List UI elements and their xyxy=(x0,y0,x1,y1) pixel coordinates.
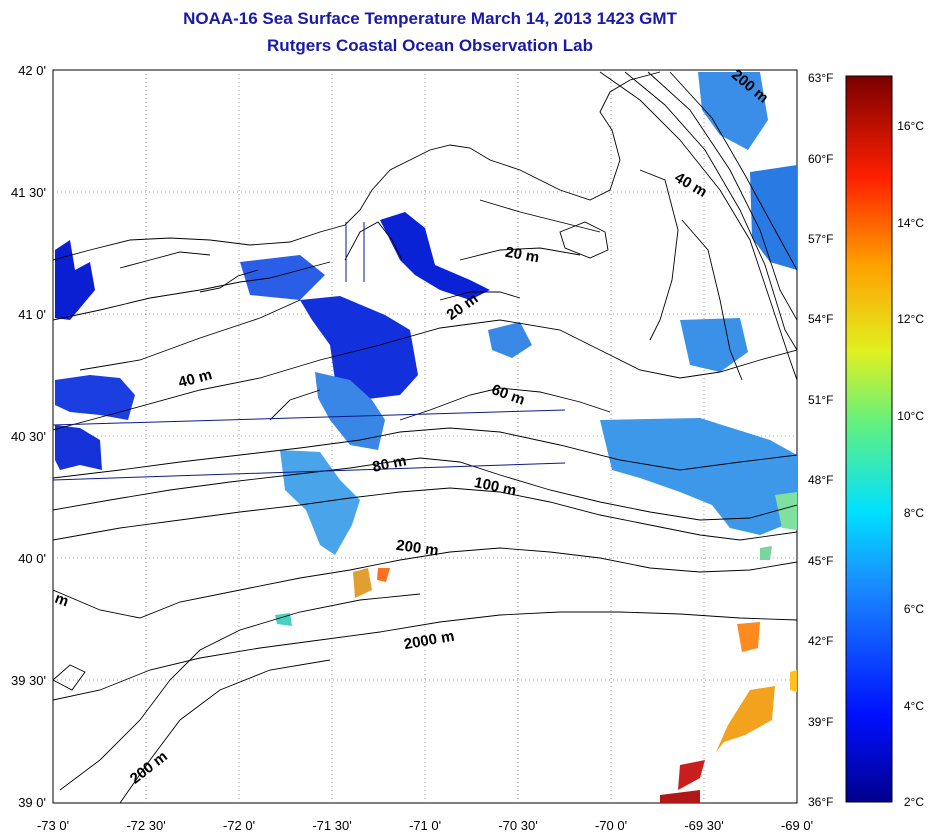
bathymetry-contours xyxy=(53,71,797,803)
sst-data xyxy=(55,72,797,803)
lon-tick-label: -72 30' xyxy=(126,818,165,833)
fahrenheit-label: 45°F xyxy=(808,554,833,568)
fahrenheit-label: 36°F xyxy=(808,795,833,809)
lat-tick-label: 40 0' xyxy=(18,551,46,566)
lon-tick-label: -69 0' xyxy=(781,818,813,833)
fahrenheit-label: 63°F xyxy=(808,71,833,85)
graticule xyxy=(53,70,797,803)
contour-label: m xyxy=(53,590,71,611)
lon-tick-label: -71 30' xyxy=(312,818,351,833)
lon-tick-label: -73 0' xyxy=(37,818,69,833)
lon-tick-label: -70 0' xyxy=(595,818,627,833)
transect-lines xyxy=(53,222,566,481)
latitude-axis: 42 0' 41 30' 41 0' 40 30' 40 0' 39 30' 3… xyxy=(11,63,46,810)
map-title: NOAA-16 Sea Surface Temperature March 14… xyxy=(183,9,677,28)
fahrenheit-label: 57°F xyxy=(808,232,833,246)
celsius-label: 6°C xyxy=(904,602,924,616)
celsius-label: 16°C xyxy=(897,119,924,133)
contour-label: 200 m xyxy=(395,537,439,560)
fahrenheit-label: 39°F xyxy=(808,715,833,729)
colorbar-fahrenheit-labels: 63°F 60°F 57°F 54°F 51°F 48°F 45°F 42°F … xyxy=(808,71,833,809)
lat-tick-label: 41 0' xyxy=(18,307,46,322)
contour-label: 20 m xyxy=(504,244,541,267)
celsius-label: 12°C xyxy=(897,312,924,326)
contour-label: 80 m xyxy=(371,452,408,476)
celsius-label: 8°C xyxy=(904,506,924,520)
lat-tick-label: 42 0' xyxy=(18,63,46,78)
fahrenheit-label: 54°F xyxy=(808,312,833,326)
lat-tick-label: 39 0' xyxy=(18,795,46,810)
celsius-label: 4°C xyxy=(904,699,924,713)
lat-tick-label: 39 30' xyxy=(11,673,46,688)
lon-tick-label: -71 0' xyxy=(409,818,441,833)
fahrenheit-label: 42°F xyxy=(808,634,833,648)
coastline xyxy=(53,71,743,691)
colorbar xyxy=(845,75,893,803)
longitude-axis: -73 0' -72 30' -72 0' -71 30' -71 0' -70… xyxy=(37,818,813,833)
lat-tick-label: 41 30' xyxy=(11,185,46,200)
map-subtitle: Rutgers Coastal Ocean Observation Lab xyxy=(267,36,593,55)
fahrenheit-label: 48°F xyxy=(808,473,833,487)
fahrenheit-label: 60°F xyxy=(808,152,833,166)
celsius-label: 14°C xyxy=(897,216,924,230)
lon-tick-label: -70 30' xyxy=(498,818,537,833)
lat-tick-label: 40 30' xyxy=(11,429,46,444)
lon-tick-label: -72 0' xyxy=(223,818,255,833)
lon-tick-label: -69 30' xyxy=(684,818,723,833)
fahrenheit-label: 51°F xyxy=(808,393,833,407)
celsius-label: 2°C xyxy=(904,795,924,809)
celsius-label: 10°C xyxy=(897,409,924,423)
colorbar-celsius-labels: 16°C 14°C 12°C 10°C 8°C 6°C 4°C 2°C xyxy=(897,119,924,809)
